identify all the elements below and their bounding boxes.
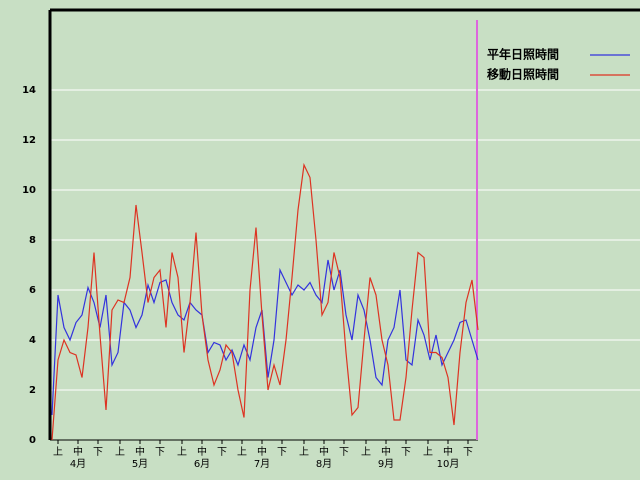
x-tick-label: 中 xyxy=(197,445,207,458)
x-tick-label: 下 xyxy=(93,447,103,458)
x-tick-label: 下 xyxy=(339,447,349,458)
month-label: 10月 xyxy=(437,458,460,470)
month-label: 8月 xyxy=(316,458,332,470)
y-tick-label: 12 xyxy=(22,135,36,146)
x-tick-label: 中 xyxy=(257,445,267,458)
y-tick-label: 4 xyxy=(29,335,36,346)
y-tick-label: 2 xyxy=(29,385,36,396)
x-tick-label: 上 xyxy=(299,446,309,458)
x-tick-label: 上 xyxy=(423,446,433,458)
month-label: 9月 xyxy=(378,458,394,470)
x-tick-label: 上 xyxy=(115,446,125,458)
y-tick-label: 0 xyxy=(29,435,36,446)
x-tick-label: 中 xyxy=(135,445,145,458)
x-tick-label: 上 xyxy=(177,446,187,458)
x-tick-label: 下 xyxy=(217,447,227,458)
x-tick-label: 下 xyxy=(401,447,411,458)
month-label: 7月 xyxy=(254,458,270,470)
y-tick-label: 8 xyxy=(29,235,36,246)
series-line xyxy=(51,162,479,441)
x-tick-label: 下 xyxy=(155,447,165,458)
x-tick-label: 上 xyxy=(53,446,63,458)
x-tick-label: 上 xyxy=(361,446,371,458)
x-tick-label: 中 xyxy=(319,445,329,458)
legend-label: 移動日照時間 xyxy=(487,67,559,82)
x-tick-label: 下 xyxy=(463,447,473,458)
y-tick-label: 14 xyxy=(22,85,36,96)
x-tick-label: 中 xyxy=(73,445,83,458)
month-label: 6月 xyxy=(194,458,210,470)
x-tick-label: 中 xyxy=(443,445,453,458)
y-tick-label: 10 xyxy=(22,185,36,196)
legend-label: 平年日照時間 xyxy=(487,47,559,62)
x-tick-label: 上 xyxy=(237,446,247,458)
month-label: 5月 xyxy=(132,458,148,470)
month-label: 4月 xyxy=(70,458,86,470)
x-tick-label: 下 xyxy=(277,447,287,458)
y-tick-label: 6 xyxy=(29,285,36,296)
x-tick-label: 中 xyxy=(381,445,391,458)
